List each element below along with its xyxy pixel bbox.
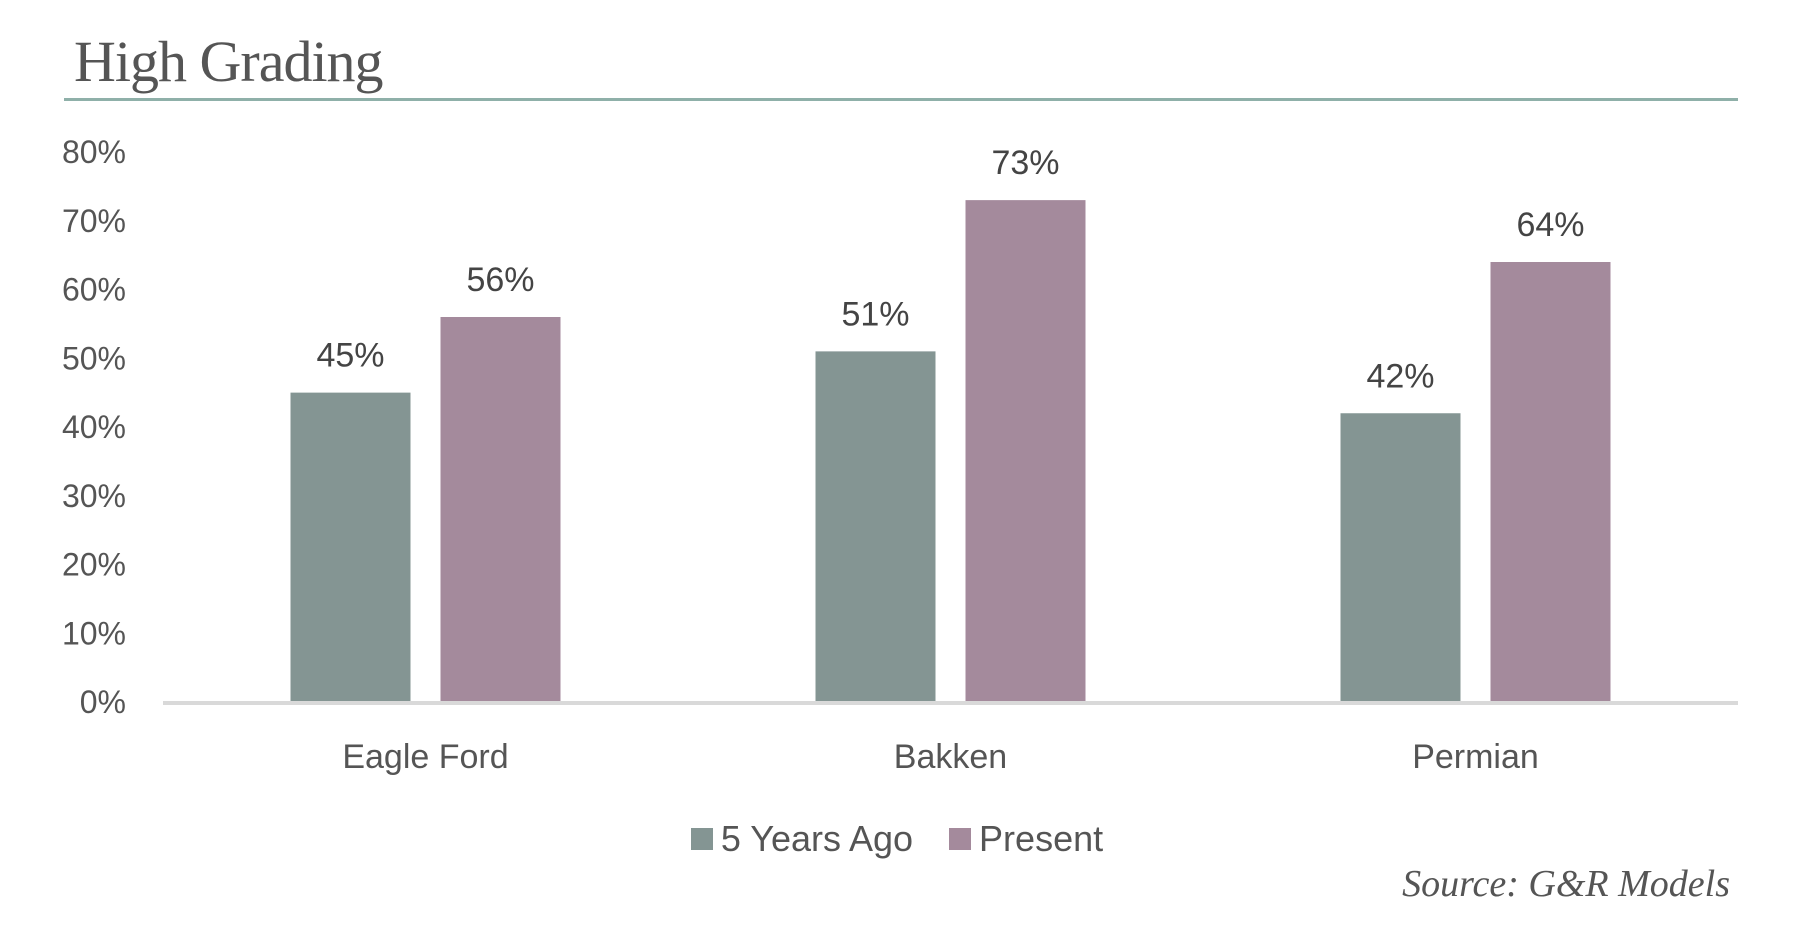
x-category-label: Permian <box>1412 738 1539 776</box>
bar-5-years-ago-bakken <box>815 351 936 702</box>
legend-item-5-years-ago: 5 Years Ago <box>690 818 914 860</box>
y-tick-label: 30% <box>62 478 126 514</box>
y-tick-label: 60% <box>62 272 126 308</box>
data-label: 73% <box>991 144 1059 182</box>
legend-item-present: Present <box>949 818 1103 860</box>
bar-chart: 0% 10% 20% 30% 40% 50% 60% 70% 80% 45% 56% Eagle Fo… <box>62 134 1738 776</box>
chart-title: High Grading <box>74 29 384 94</box>
data-label: 51% <box>841 295 909 333</box>
bar-present-permian <box>1490 262 1611 702</box>
data-label: 45% <box>316 337 384 375</box>
source-note: Source: G&R Models <box>1402 863 1730 905</box>
y-tick-label: 10% <box>62 615 126 651</box>
bar-present-eagle-ford <box>440 317 561 702</box>
title-divider <box>64 98 1738 101</box>
data-label: 56% <box>466 261 534 299</box>
y-tick-label: 40% <box>62 409 126 445</box>
legend-label-5-years-ago: 5 Years Ago <box>720 818 914 859</box>
x-category-label: Bakken <box>894 738 1007 776</box>
y-tick-label: 70% <box>62 203 126 239</box>
bar-5-years-ago-eagle-ford <box>290 392 411 702</box>
legend-label-present: Present <box>979 818 1104 859</box>
legend-swatch-present <box>949 828 972 850</box>
x-category-label: Eagle Ford <box>342 738 508 776</box>
y-tick-label: 0% <box>80 684 126 720</box>
chart-legend: 5 Years Ago Present <box>0 818 1794 860</box>
data-label: 64% <box>1516 206 1584 244</box>
data-label: 42% <box>1366 357 1434 395</box>
bar-present-bakken <box>965 200 1086 702</box>
y-tick-label: 80% <box>62 134 126 170</box>
y-tick-label: 50% <box>62 340 126 376</box>
y-tick-label: 20% <box>62 547 126 583</box>
legend-swatch-5-years-ago <box>690 828 713 850</box>
bar-5-years-ago-permian <box>1340 413 1461 702</box>
